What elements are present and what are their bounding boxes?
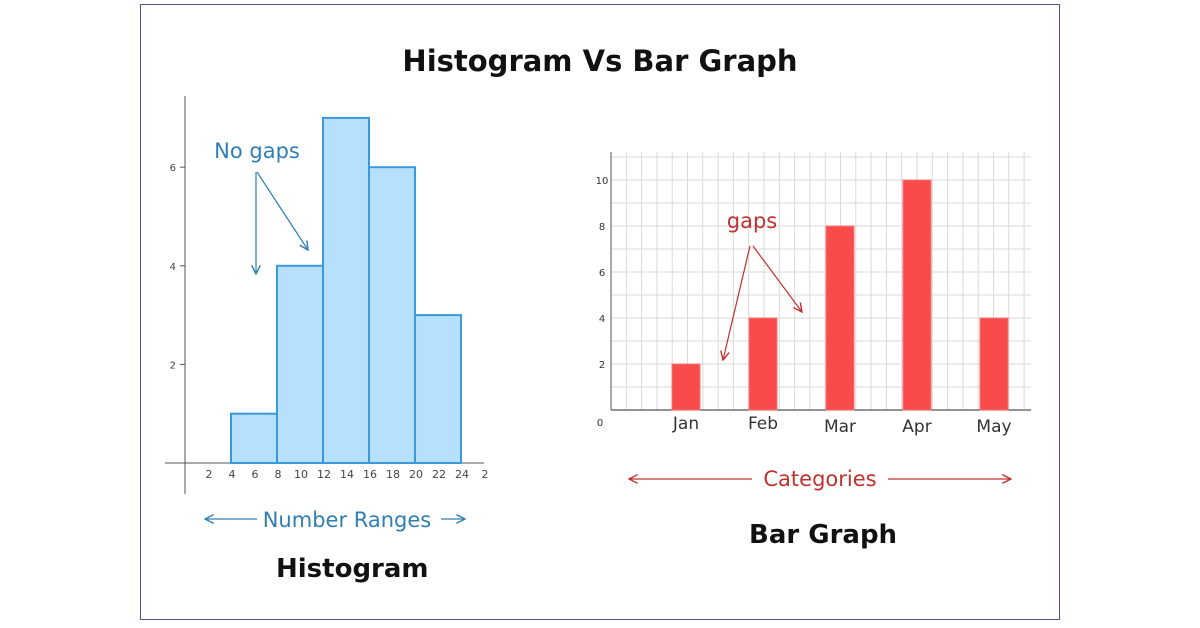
histogram-caption: Histogram bbox=[276, 554, 429, 584]
bar-x-tick-label-2: Mar bbox=[824, 417, 856, 437]
bar-mar bbox=[825, 225, 855, 411]
figure-frame bbox=[140, 4, 1060, 620]
bar-annotation-arrow-left bbox=[723, 245, 751, 360]
histogram-x-tick-label-5: 12 bbox=[317, 468, 331, 481]
bar-y-tick-label-3: 6 bbox=[599, 268, 605, 279]
figure-title: Histogram Vs Bar Graph bbox=[402, 44, 798, 78]
bar-x-tick-label-1: Feb bbox=[748, 414, 778, 434]
histogram-bar-4 bbox=[414, 314, 462, 464]
histogram-x-tick-label-6: 14 bbox=[340, 468, 354, 481]
histogram-y-tick-label-2: 6 bbox=[170, 163, 176, 174]
histogram-x-tick-label-9: 20 bbox=[409, 468, 423, 481]
bar-feb bbox=[748, 317, 778, 411]
bar-annotation-arrow-right bbox=[752, 245, 802, 312]
histogram-x-tick-label-12: 2 bbox=[482, 468, 489, 481]
histogram-y-tick-label-0: 2 bbox=[170, 360, 176, 371]
bar-jan bbox=[671, 363, 701, 411]
bar-annotation: gaps bbox=[727, 209, 777, 233]
bar-y-tick-label-4: 8 bbox=[599, 222, 605, 233]
histogram-x-tick-label-8: 18 bbox=[386, 468, 400, 481]
bar-y-tick-label-1: 2 bbox=[599, 360, 605, 371]
histogram-x-tick-label-3: 8 bbox=[275, 468, 282, 481]
bar-may bbox=[979, 317, 1009, 411]
histogram-xlabel: Number Ranges bbox=[263, 508, 432, 532]
histogram-x-tick-label-0: 2 bbox=[206, 468, 213, 481]
bar-x-tick-label-4: May bbox=[976, 417, 1011, 437]
histogram-x-tick-label-1: 4 bbox=[229, 468, 236, 481]
bar-x-tick-label-3: Apr bbox=[902, 417, 931, 437]
bar-y-tick-label-5: 10 bbox=[596, 176, 609, 187]
histogram-x-tick-label-2: 6 bbox=[252, 468, 259, 481]
bar-y-tick-label-0: 0 bbox=[597, 418, 603, 429]
histogram-x-tick-label-4: 10 bbox=[294, 468, 308, 481]
bar-x-tick-label-0: Jan bbox=[672, 414, 699, 434]
histogram-annotation: No gaps bbox=[214, 139, 300, 163]
histogram-x-tick-label-11: 24 bbox=[455, 468, 469, 481]
histogram-x-tick-label-10: 22 bbox=[432, 468, 446, 481]
histogram-bar-2 bbox=[322, 116, 370, 465]
bar-apr bbox=[902, 179, 932, 411]
histogram-x-tick-label-7: 16 bbox=[363, 468, 377, 481]
histogram-y-tick-label-1: 4 bbox=[170, 262, 176, 273]
bar-xlabel: Categories bbox=[763, 467, 876, 491]
histogram-bar-1 bbox=[276, 264, 324, 464]
bar-graph-caption: Bar Graph bbox=[749, 520, 898, 550]
bar-y-tick-label-2: 4 bbox=[599, 314, 605, 325]
histogram-annotation-arrow-right bbox=[256, 171, 308, 250]
